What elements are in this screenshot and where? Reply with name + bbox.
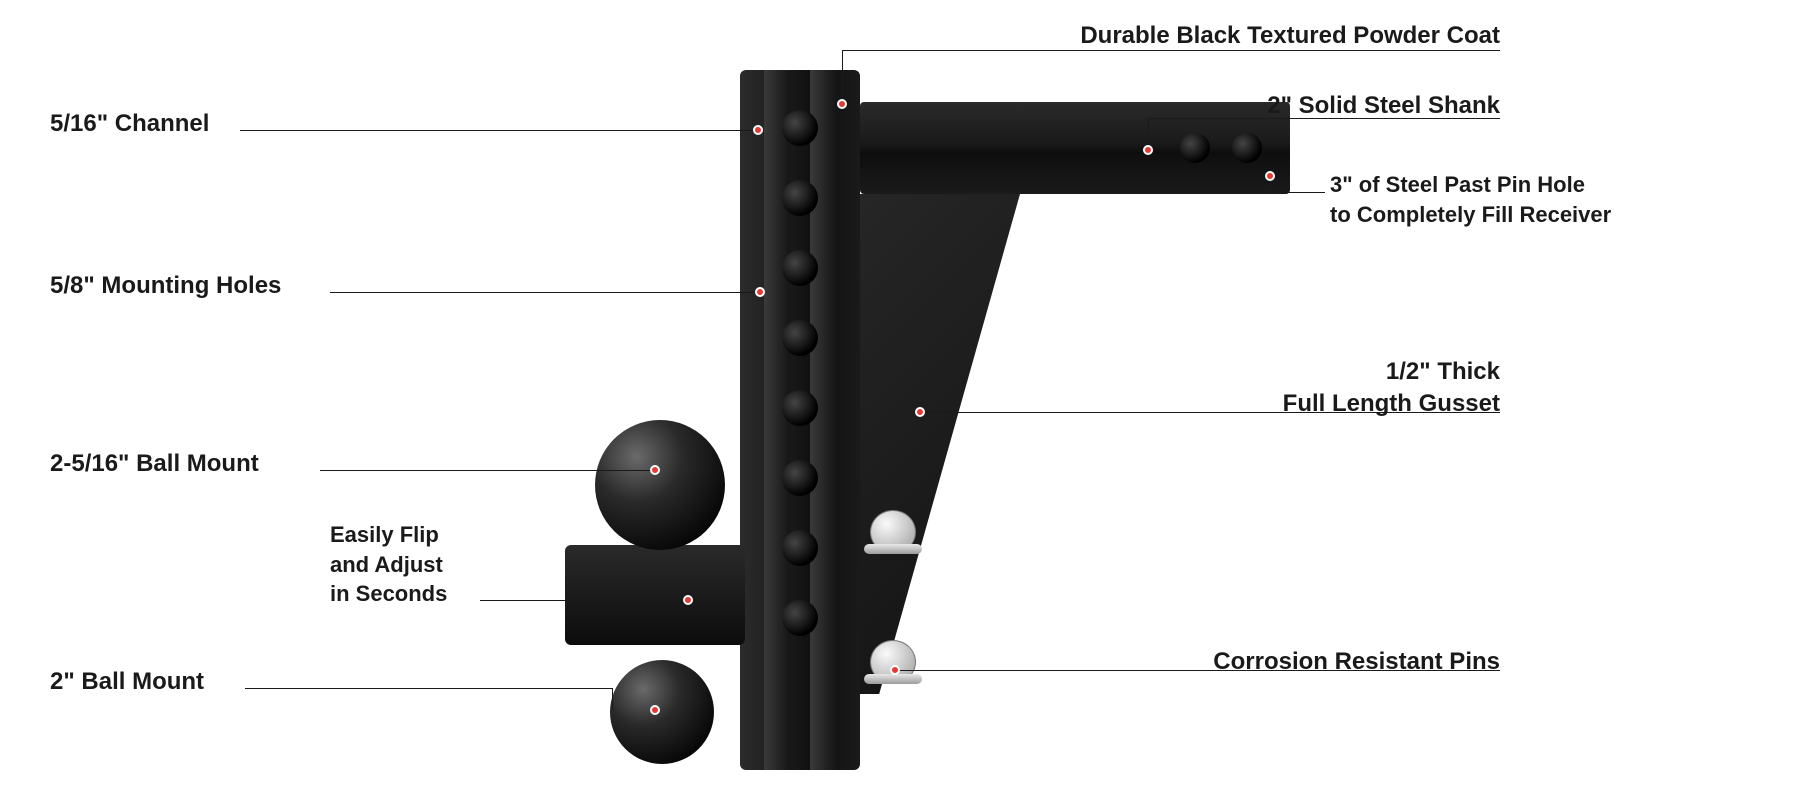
leader-line <box>320 470 655 471</box>
leader-line <box>842 50 1500 51</box>
mounting-hole <box>782 250 818 286</box>
shank <box>860 102 1290 194</box>
shank-pinhole <box>1232 133 1262 163</box>
callout-channel: 5/16" Channel <box>50 108 209 140</box>
callout-powder-coat: Durable Black Textured Powder Coat <box>1080 20 1500 52</box>
callout-dot <box>650 705 660 715</box>
locking-pin <box>870 510 916 554</box>
callout-dot <box>1143 145 1153 155</box>
leader-line <box>480 600 688 601</box>
leader-line <box>895 670 1500 671</box>
callout-dot <box>753 125 763 135</box>
infographic-stage: 5/16" Channel 5/8" Mounting Holes 2-5/16… <box>0 0 1800 804</box>
mounting-hole <box>782 530 818 566</box>
callout-past-pin-hole: 3" of Steel Past Pin Hole to Completely … <box>1330 170 1611 229</box>
mounting-hole <box>782 600 818 636</box>
callout-dot <box>683 595 693 605</box>
leader-line <box>612 688 613 710</box>
callout-dot <box>890 665 900 675</box>
leader-line <box>1148 118 1500 119</box>
callout-dot <box>837 99 847 109</box>
locking-pin <box>870 640 916 684</box>
mounting-hole <box>782 110 818 146</box>
mounting-hole <box>782 320 818 356</box>
leader-line <box>240 130 758 131</box>
leader-line <box>842 50 843 104</box>
shank-pinhole <box>1180 133 1210 163</box>
callout-mounting-holes: 5/8" Mounting Holes <box>50 270 281 302</box>
callout-dot <box>650 465 660 475</box>
mounting-hole <box>782 390 818 426</box>
callout-dot <box>915 407 925 417</box>
callout-ball-2-5-16: 2-5/16" Ball Mount <box>50 448 259 480</box>
leader-line <box>920 412 1500 413</box>
mounting-hole <box>782 180 818 216</box>
leader-line <box>330 292 760 293</box>
leader-line <box>245 688 612 689</box>
leader-line <box>1270 192 1325 193</box>
callout-pins: Corrosion Resistant Pins <box>1213 646 1500 678</box>
mounting-hole <box>782 460 818 496</box>
callout-dot <box>1265 171 1275 181</box>
ball-top <box>595 420 725 550</box>
gusset <box>860 194 1020 694</box>
ball-mount-block <box>565 545 745 645</box>
vertical-channel <box>740 70 860 770</box>
callout-ball-2: 2" Ball Mount <box>50 666 204 698</box>
ball-bottom <box>610 660 714 764</box>
callout-flip-adjust: Easily Flip and Adjust in Seconds <box>330 520 447 609</box>
callout-dot <box>755 287 765 297</box>
channel-edge <box>810 70 836 770</box>
